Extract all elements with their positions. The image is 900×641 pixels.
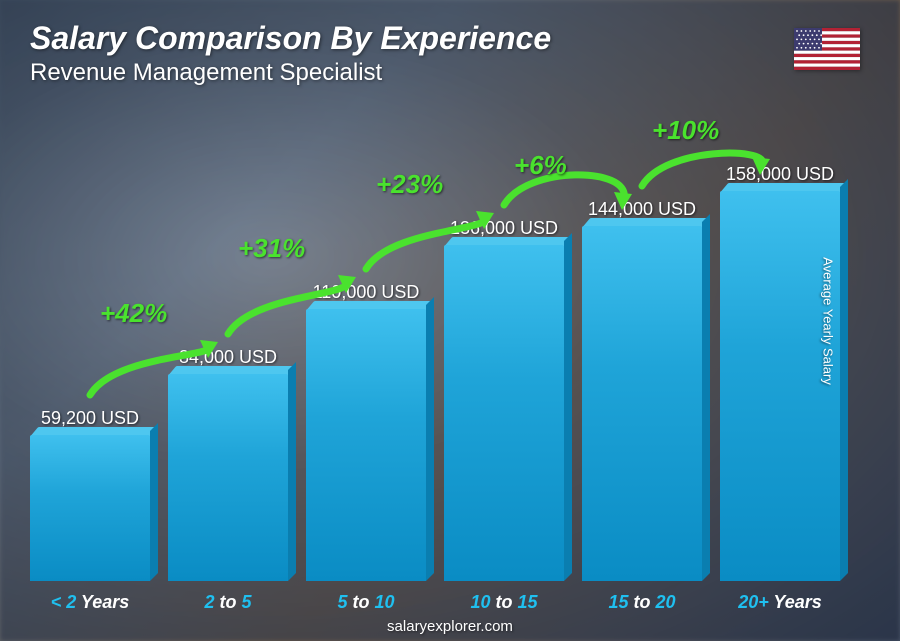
delta-label: +42% bbox=[100, 298, 167, 329]
bar bbox=[30, 435, 150, 581]
header: Salary Comparison By Experience Revenue … bbox=[30, 20, 870, 87]
bar bbox=[720, 191, 840, 581]
x-axis-label: 10 to 15 bbox=[444, 592, 564, 613]
x-axis-label: 15 to 20 bbox=[582, 592, 702, 613]
x-axis-label: < 2 Years bbox=[30, 592, 150, 613]
footer-credit: salaryexplorer.com bbox=[0, 618, 900, 635]
y-axis-label: Average Yearly Salary bbox=[821, 257, 836, 385]
page-title: Salary Comparison By Experience bbox=[30, 20, 870, 57]
page-subtitle: Revenue Management Specialist bbox=[30, 59, 870, 87]
x-axis-label: 2 to 5 bbox=[168, 592, 288, 613]
delta-label: +10% bbox=[652, 115, 719, 146]
x-axis-label: 5 to 10 bbox=[306, 592, 426, 613]
x-axis-labels: < 2 Years 2 to 5 5 to 10 10 to 15 15 to 20 20… bbox=[30, 592, 840, 613]
chart-container: Salary Comparison By Experience Revenue … bbox=[0, 0, 900, 641]
bar-group: 144,000 USD bbox=[582, 199, 702, 581]
delta-label: +31% bbox=[238, 233, 305, 264]
x-axis-label: 20+ Years bbox=[720, 592, 840, 613]
delta-label: +23% bbox=[376, 169, 443, 200]
bar-group: 59,200 USD bbox=[30, 408, 150, 581]
bar bbox=[582, 226, 702, 581]
flag-icon bbox=[794, 28, 860, 70]
delta-label: +6% bbox=[514, 150, 567, 181]
